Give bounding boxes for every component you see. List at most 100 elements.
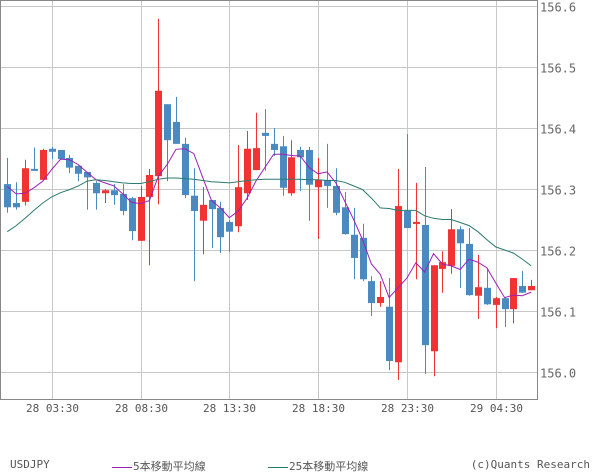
candle-up <box>448 209 455 274</box>
candle-up <box>439 251 446 293</box>
candle-body <box>129 198 136 232</box>
candle-body <box>297 149 304 158</box>
y-tick-label: 156.0 <box>540 367 576 381</box>
candle-up <box>288 140 295 196</box>
candle-down <box>324 143 331 208</box>
candle-body <box>413 221 420 224</box>
candle-body <box>422 224 429 346</box>
candle-up <box>493 296 500 329</box>
candle-up <box>475 254 482 319</box>
candle-body <box>448 229 455 266</box>
y-tick-label: 156.5 <box>540 62 576 76</box>
candle-body <box>111 190 118 196</box>
candle-body <box>493 298 500 305</box>
candle-body <box>235 187 242 227</box>
candle-body <box>510 278 517 310</box>
candle-up <box>253 112 260 171</box>
y-axis: 156.0 156.1 156.2 156.3 156.4 156.5 156.6 <box>540 1 576 381</box>
candle-down <box>386 278 393 371</box>
candle-down <box>49 146 56 160</box>
legend-ma5-label: 5本移動平均線 <box>133 460 206 473</box>
candle-down <box>271 128 278 157</box>
candle-down <box>262 109 269 171</box>
copyright: (c)Quants Research <box>470 458 590 471</box>
candle-up <box>510 278 517 324</box>
candle-body <box>253 148 260 171</box>
candle-body <box>457 229 464 244</box>
candle-body <box>288 157 295 194</box>
candle-down <box>360 223 367 282</box>
candle-body <box>262 132 269 136</box>
candle-body <box>22 168 29 202</box>
legend-ma25: 25本移動平均線 <box>268 458 368 474</box>
y-tick-label: 156.6 <box>540 1 576 15</box>
candle-body <box>209 199 216 210</box>
candle-down <box>342 192 349 235</box>
candle-up <box>431 265 438 377</box>
x-tick-label: 28 13:30 <box>203 402 256 415</box>
candle-body <box>519 285 526 293</box>
candle-body <box>138 196 145 241</box>
y-tick-label: 156.2 <box>540 245 576 259</box>
candle-body <box>484 287 491 305</box>
candle-body <box>360 237 367 280</box>
candle-body <box>49 148 56 152</box>
candle-down <box>466 228 473 296</box>
candle-up <box>138 185 145 241</box>
candle-down <box>484 268 491 305</box>
candle-down <box>58 149 65 160</box>
candle-body <box>93 182 100 194</box>
candle-body <box>226 221 233 232</box>
x-tick-label: 28 23:30 <box>381 402 434 415</box>
x-tick-label: 28 03:30 <box>26 402 79 415</box>
candle-body <box>324 179 331 186</box>
candle-body <box>528 285 535 291</box>
candle-body <box>182 143 189 196</box>
grid <box>0 0 537 399</box>
ma25-swatch <box>268 466 288 468</box>
candle-down <box>306 146 313 221</box>
y-tick-label: 156.1 <box>540 306 576 320</box>
candle-body <box>217 207 224 238</box>
candle-down <box>173 96 180 144</box>
candle-down <box>226 220 233 252</box>
candle-body <box>315 179 322 188</box>
candle-up <box>22 159 29 206</box>
moving-average-lines <box>6 148 532 299</box>
y-tick-label: 156.3 <box>540 184 576 198</box>
candle-body <box>368 281 375 304</box>
candle-down <box>217 201 224 254</box>
candle-down <box>4 157 11 213</box>
candle-body <box>173 121 180 144</box>
candle-down <box>404 134 411 229</box>
candle-up <box>155 18 162 205</box>
x-tick-label: 28 18:30 <box>292 402 345 415</box>
candle-body <box>164 104 171 141</box>
candle-down <box>13 182 20 210</box>
candle-body <box>439 262 446 269</box>
candle-body <box>4 184 11 208</box>
legend-ma25-label: 25本移動平均線 <box>289 460 369 473</box>
candle-down <box>351 207 358 280</box>
candle-body <box>40 149 47 180</box>
y-tick-label: 156.4 <box>540 123 576 137</box>
candle-down <box>368 276 375 316</box>
candle-body <box>31 168 38 171</box>
candle-body <box>155 90 162 177</box>
candle-body <box>146 174 153 197</box>
candle-down <box>502 296 509 327</box>
candle-body <box>377 296 384 304</box>
candle-down <box>75 165 82 182</box>
candle-up <box>235 145 242 233</box>
candle-down <box>93 181 100 210</box>
legend: USDJPY 5本移動平均線 25本移動平均線 (c)Quants Resear… <box>0 458 600 474</box>
candles <box>4 18 535 380</box>
candle-body <box>342 207 349 235</box>
candle-up <box>102 189 109 204</box>
x-tick-label: 29 04:30 <box>470 402 523 415</box>
candle-body <box>58 149 65 160</box>
candle-body <box>502 298 509 310</box>
candle-body <box>102 190 109 194</box>
candle-body <box>75 165 82 174</box>
candle-body <box>351 234 358 258</box>
